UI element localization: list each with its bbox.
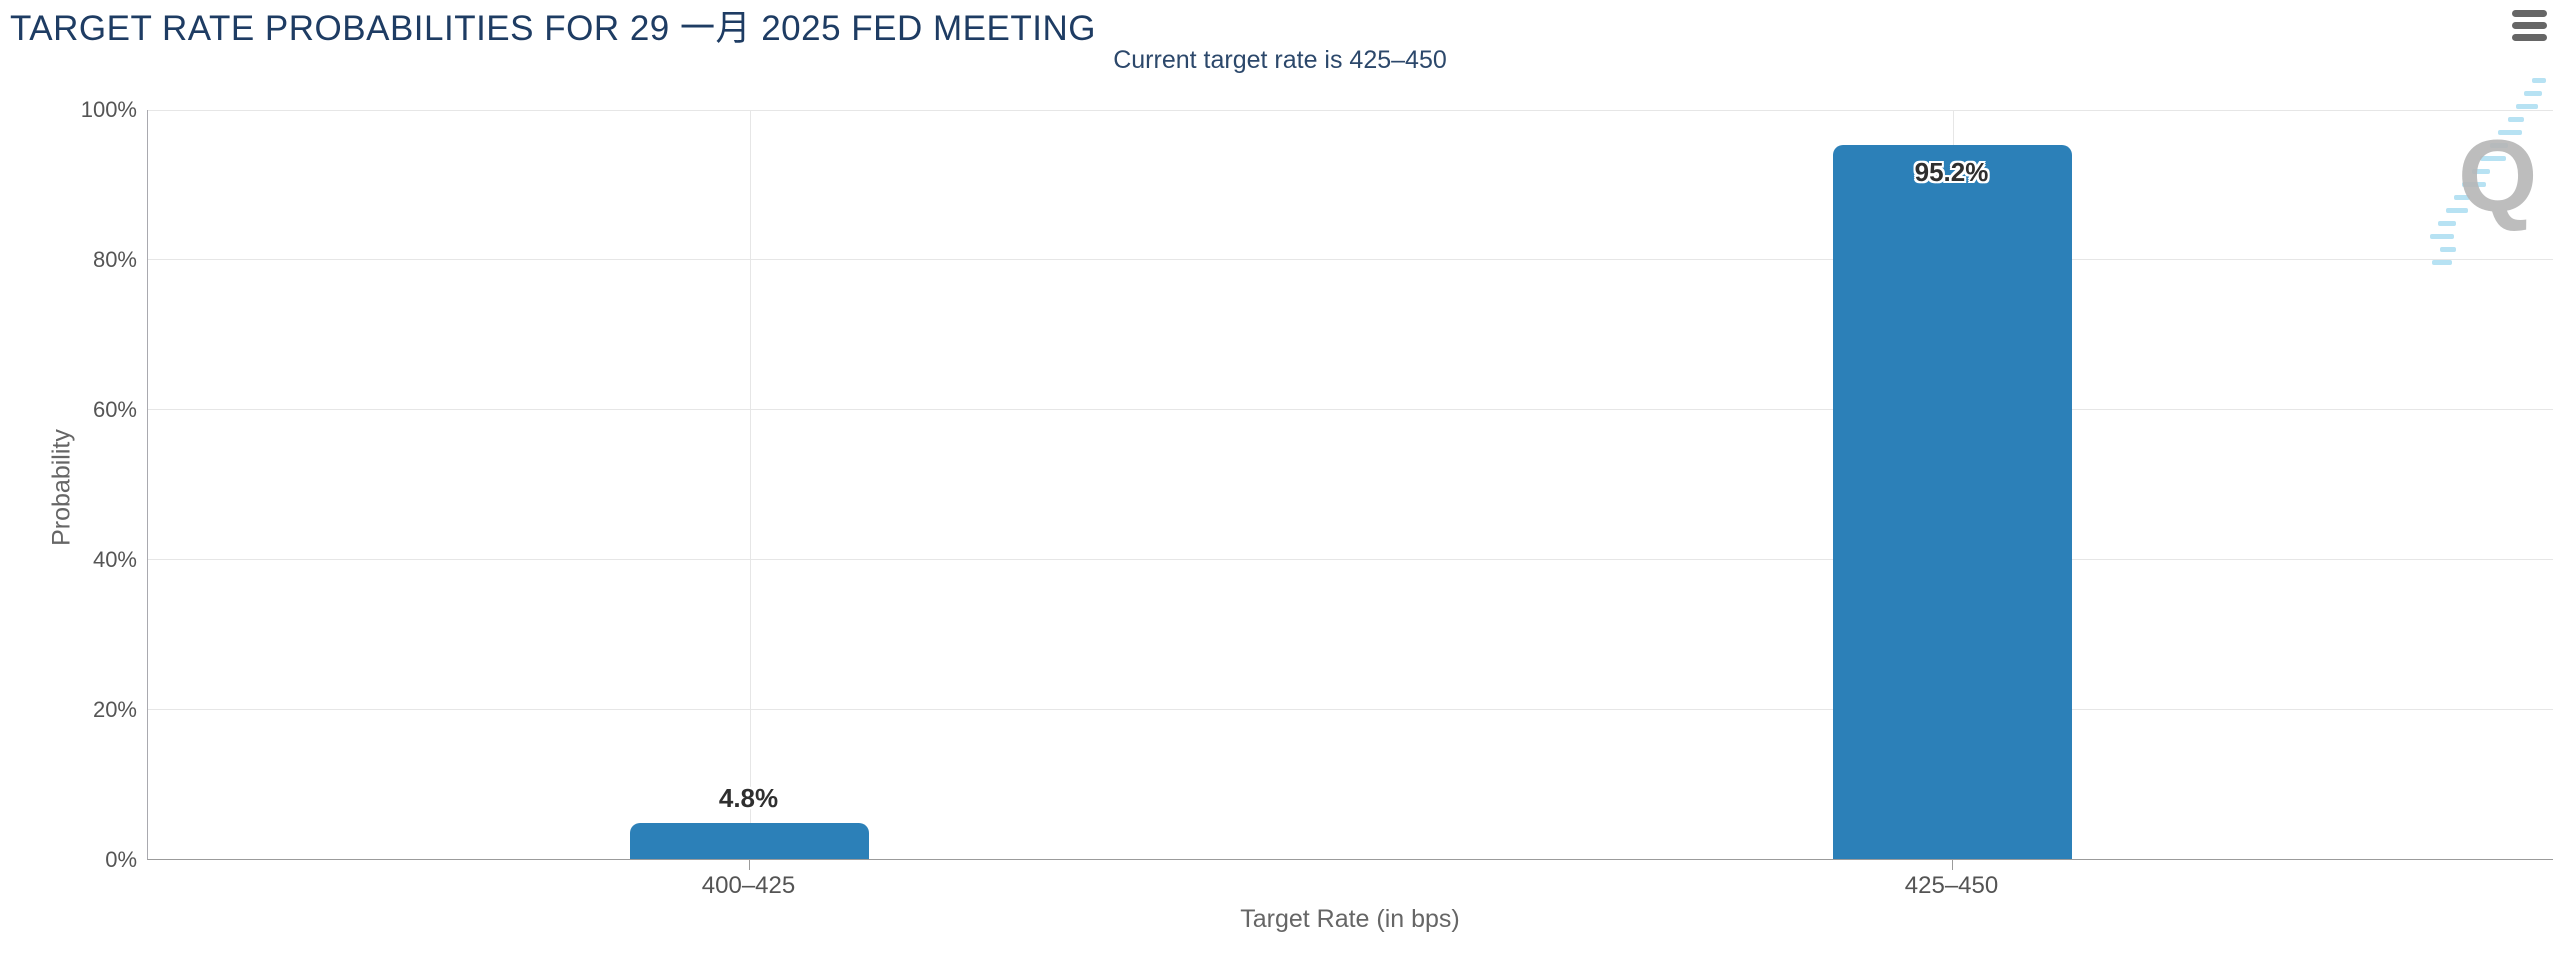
watermark-dash xyxy=(2524,91,2542,96)
y-axis-tick-label: 0% xyxy=(105,847,137,872)
y-gridline xyxy=(148,559,2553,560)
y-axis-tick-label: 40% xyxy=(92,547,137,572)
probability-bar[interactable] xyxy=(630,823,869,859)
x-gridline xyxy=(750,110,751,859)
hamburger-menu-icon xyxy=(2511,33,2547,41)
chart-subtitle: Current target rate is 425–450 xyxy=(1113,46,1447,74)
probability-bar[interactable] xyxy=(1833,145,2072,859)
plot-area xyxy=(147,110,2553,860)
x-axis-tick-label: 400–425 xyxy=(701,872,796,899)
y-gridline xyxy=(148,110,2553,111)
hamburger-menu-icon xyxy=(2511,21,2547,29)
hamburger-menu-icon xyxy=(2511,9,2547,17)
y-gridline xyxy=(148,259,2553,260)
y-axis-tick-label: 80% xyxy=(92,247,137,272)
y-axis-tick-label: 100% xyxy=(80,97,137,122)
y-axis-tick-label: 60% xyxy=(92,397,137,422)
watermark-dash xyxy=(2516,104,2538,109)
watermark-dash xyxy=(2532,78,2546,83)
y-axis-tick-label: 20% xyxy=(92,697,137,722)
x-axis-tick-label: 425–450 xyxy=(1904,872,1999,899)
x-axis-tick-mark xyxy=(749,860,750,870)
chart-title: TARGET RATE PROBABILITIES FOR 29 一月 2025… xyxy=(10,9,1096,48)
y-gridline xyxy=(148,709,2553,710)
y-gridline xyxy=(148,409,2553,410)
y-axis-title: Probability xyxy=(47,429,76,546)
bar-value-label: 4.8% xyxy=(718,783,779,813)
chart-export-menu-button[interactable] xyxy=(2504,2,2554,48)
x-axis-title: Target Rate (in bps) xyxy=(1240,905,1460,933)
x-axis-tick-mark xyxy=(1952,860,1953,870)
bar-value-label: 95.2% xyxy=(1914,157,1989,187)
